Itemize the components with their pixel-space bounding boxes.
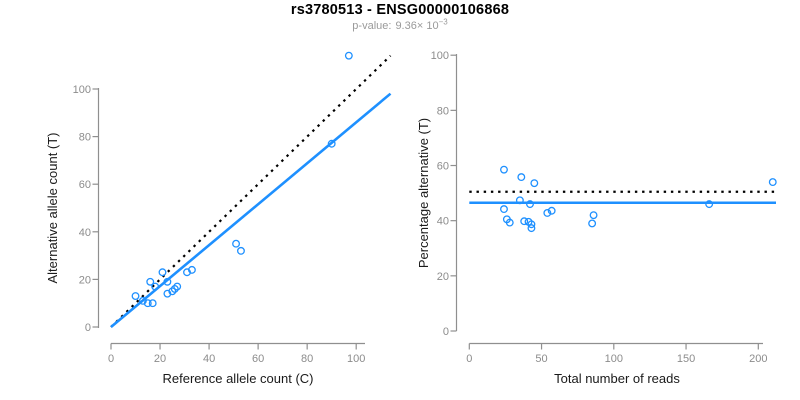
x-tick-label: 80 (301, 353, 313, 365)
p-value-times: × 10 (416, 20, 439, 32)
x-tick-label: 0 (466, 353, 472, 365)
data-point (527, 224, 536, 233)
y-tick-label: 0 (85, 322, 91, 334)
y-axis-title: Alternative allele count (T) (45, 132, 60, 283)
data-point (588, 219, 597, 228)
y-tick-label: 20 (79, 274, 91, 286)
data-point (517, 173, 526, 182)
y-tick-label: 80 (79, 132, 91, 144)
data-point (131, 292, 140, 301)
x-tick-label: 20 (154, 353, 166, 365)
data-point (500, 205, 508, 214)
data-point (151, 282, 160, 291)
data-point (589, 211, 598, 220)
x-tick-label: 150 (677, 353, 695, 365)
data-point (170, 284, 179, 293)
data-point (530, 179, 539, 188)
y-tick-label: 60 (79, 179, 91, 191)
data-point (163, 277, 172, 286)
x-axis-title: Total number of reads (554, 371, 680, 386)
data-point (168, 287, 177, 296)
data-point (526, 200, 534, 209)
y-tick-label: 100 (431, 50, 449, 62)
data-point (237, 246, 245, 255)
page-title: rs3780513 - ENSG00000106868 (290, 2, 510, 18)
data-point (327, 139, 336, 148)
x-tick-label: 40 (203, 353, 215, 365)
data-point (232, 239, 241, 248)
data-point (527, 220, 536, 229)
y-tick-label: 80 (437, 105, 449, 117)
data-point (143, 299, 152, 308)
y-tick-label: 60 (437, 161, 449, 173)
p-value-mantissa: 9.36 (395, 20, 417, 32)
identity-line (110, 54, 392, 328)
data-point (187, 265, 196, 274)
data-point (520, 217, 529, 226)
data-point (146, 277, 155, 286)
data-point (505, 218, 514, 227)
fit-line (110, 92, 392, 328)
data-point (515, 196, 524, 205)
data-point (148, 299, 157, 308)
x-axis-title: Reference allele count (C) (162, 371, 313, 386)
x-tick-label: 60 (252, 353, 264, 365)
y-tick-label: 40 (437, 216, 449, 228)
p-value-exponent: −3 (438, 17, 448, 27)
data-point (705, 200, 714, 209)
data-point (158, 268, 167, 277)
figure-header: rs3780513 - ENSG00000106868 p-value: 9.36… (0, 2, 800, 32)
y-axis-title: Percentage alternative (T) (416, 118, 431, 268)
y-tick-label: 100 (73, 84, 91, 96)
left-plot: 0 20 40 60 80 100 0 20 40 60 80 100 Reference allele… (45, 51, 392, 386)
x-tick-label: 200 (749, 353, 767, 365)
p-value-subtitle: p-value: 9.36× 10−3 (0, 17, 800, 32)
x-tick-label: 100 (347, 353, 365, 365)
data-point (173, 282, 182, 291)
y-tick-label: 0 (443, 326, 449, 338)
x-tick-label: 0 (108, 353, 114, 365)
right-plot: 0 50 100 150 200 0 20 40 60 80 100 Total number of … (416, 50, 777, 386)
data-point (500, 165, 508, 174)
x-tick-label: 50 (535, 353, 547, 365)
data-point (768, 178, 777, 187)
x-tick-label: 100 (605, 353, 623, 365)
y-tick-label: 40 (79, 227, 91, 239)
data-point (547, 206, 556, 215)
data-point (344, 51, 353, 60)
data-point (543, 209, 552, 217)
p-value-label: p-value: (352, 20, 392, 32)
y-tick-label: 20 (437, 271, 449, 283)
